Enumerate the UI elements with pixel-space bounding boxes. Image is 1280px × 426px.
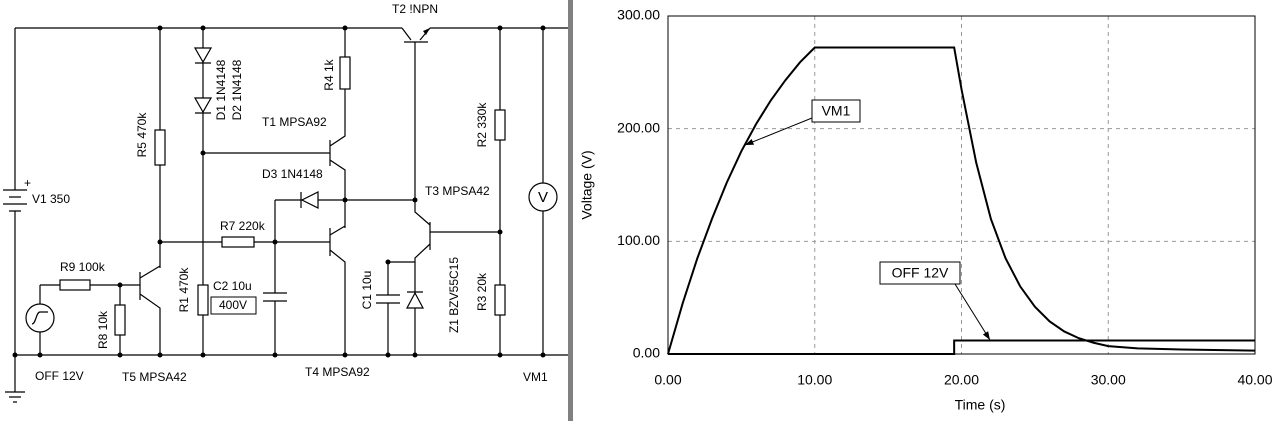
- label: C1 10u: [360, 271, 374, 310]
- callout-arrowhead: [982, 331, 990, 340]
- y-axis-label: Voltage (V): [579, 150, 595, 219]
- label: VM1: [523, 370, 548, 384]
- plot-frame: [667, 15, 1256, 355]
- x-tick-label: 40.00: [1237, 372, 1272, 388]
- label: R8 10k: [96, 310, 110, 349]
- x-tick-label: 30.00: [1091, 372, 1126, 388]
- callout-arrow: [954, 283, 991, 341]
- callout-arrowhead: [745, 138, 754, 145]
- label: V1 350: [32, 192, 70, 206]
- label: T4 MPSA92: [305, 365, 370, 379]
- label: R4 1k: [322, 58, 336, 90]
- legend-label: VM1: [822, 103, 851, 119]
- label: C2 10u: [213, 279, 252, 293]
- x-axis-label: Time (s): [955, 397, 1006, 413]
- label: D3 1N4148: [262, 167, 323, 181]
- label: R2 330k: [475, 102, 489, 148]
- callout-box: [811, 99, 861, 123]
- label: 400V: [219, 298, 247, 312]
- y-tick-label: 100.00: [617, 232, 660, 248]
- label: T1 MPSA92: [262, 115, 327, 129]
- callout-arrow: [744, 117, 813, 146]
- label: R9 100k: [60, 260, 106, 274]
- label: R5 470k: [135, 112, 149, 158]
- line: [667, 46, 1256, 355]
- x-tick-label: 10.00: [797, 372, 832, 388]
- y-tick-label: 200.00: [617, 119, 660, 135]
- label: OFF 12V: [35, 369, 84, 383]
- callout-box: [879, 261, 961, 285]
- label: R7 220k: [220, 219, 266, 233]
- label: R3 20k: [475, 272, 489, 311]
- label: Z1 BZV55C15: [447, 257, 461, 333]
- y-tick-label: 300.00: [617, 7, 660, 23]
- label: D1 1N4148: [214, 59, 228, 120]
- label: V: [538, 189, 548, 206]
- label: D2 1N4148: [230, 59, 244, 120]
- separator: [568, 0, 573, 421]
- line: [668, 339, 1255, 355]
- schematic: T2 !NPN R4 1k D1 1N4148 D2 1N4148 T1 MPS…: [0, 0, 568, 421]
- label: +: [24, 176, 31, 190]
- label: T5 MPSA42: [122, 370, 187, 384]
- x-tick-label: 0.00: [654, 372, 681, 388]
- label: T2 !NPN: [392, 2, 438, 16]
- legend-label: OFF 12V: [892, 265, 949, 281]
- x-tick-label: 20.00: [944, 372, 979, 388]
- y-tick-label: 0.00: [633, 345, 660, 361]
- label: T3 MPSA42: [425, 184, 490, 198]
- label: R1 470k: [177, 267, 191, 313]
